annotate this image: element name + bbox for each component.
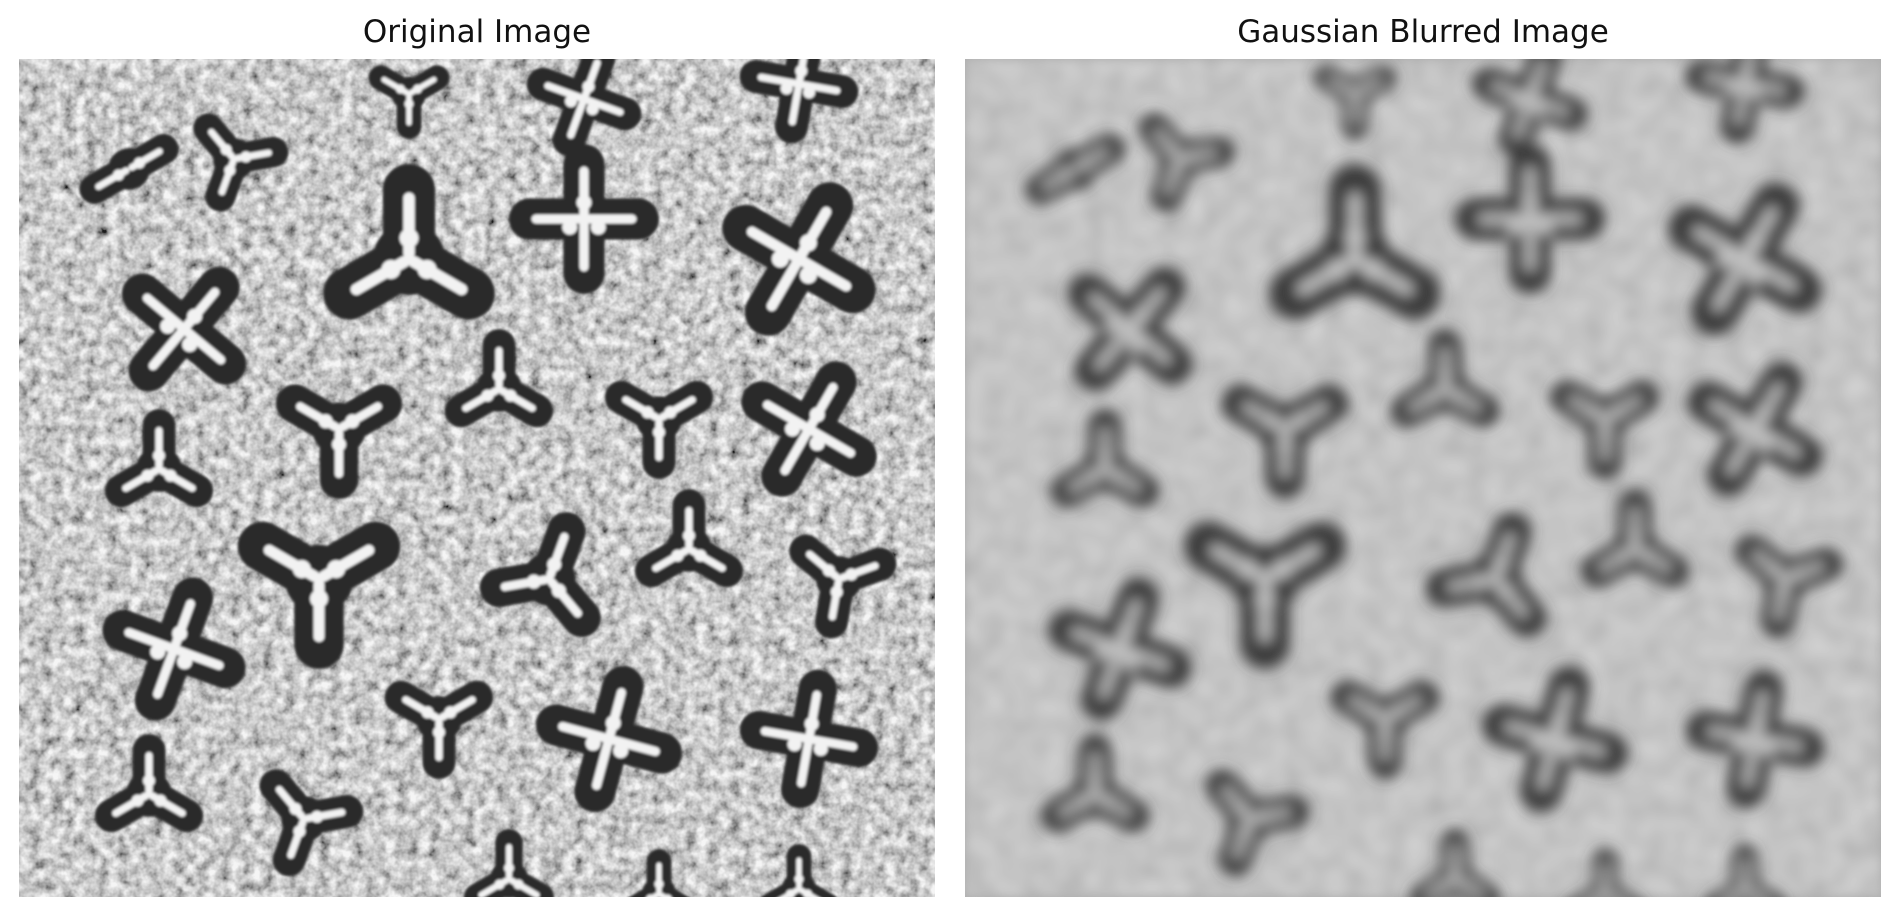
particle [618, 849, 700, 897]
particle [1139, 113, 1235, 212]
particle [634, 489, 744, 588]
particle [323, 164, 495, 320]
particle [1067, 266, 1193, 392]
particle [1580, 489, 1690, 588]
particle [741, 361, 877, 497]
particle [79, 133, 179, 205]
particle [1183, 521, 1347, 669]
particle [1409, 829, 1501, 897]
blurred-image-canvas [965, 59, 1881, 897]
particle [94, 734, 204, 833]
particle [1455, 144, 1605, 294]
particle [1550, 380, 1660, 479]
particle [104, 409, 214, 508]
particle [1050, 409, 1160, 508]
particle [1314, 65, 1396, 139]
particle [1040, 734, 1150, 833]
original-image-canvas [19, 59, 935, 897]
blurred-image [965, 59, 1881, 897]
particle [1668, 182, 1822, 336]
particle [1685, 59, 1805, 144]
particle [1564, 849, 1646, 897]
particle [121, 266, 247, 392]
particle [1481, 665, 1629, 813]
particle [758, 844, 840, 897]
particles-group [79, 59, 897, 897]
particle [1269, 164, 1441, 320]
particle [526, 59, 642, 157]
particle [384, 680, 494, 779]
particle [739, 59, 859, 144]
particle [789, 534, 897, 639]
particle [102, 577, 246, 721]
particle [1425, 512, 1547, 638]
particle [463, 829, 555, 897]
original-image-panel: Original Image [19, 0, 935, 915]
particle [739, 669, 879, 809]
particle [1025, 133, 1125, 205]
particle [275, 384, 403, 499]
particle [479, 512, 601, 638]
particle [604, 380, 714, 479]
particle [1048, 577, 1192, 721]
particle [1704, 844, 1786, 897]
particle [1685, 669, 1825, 809]
particle [1330, 680, 1440, 779]
particle [444, 329, 554, 428]
original-image-title: Original Image [362, 14, 592, 50]
particle [237, 521, 401, 669]
particle [1472, 59, 1588, 157]
blurred-image-panel: Gaussian Blurred Image [965, 0, 1881, 915]
blurred-image-title: Gaussian Blurred Image [1237, 14, 1609, 50]
particle [509, 144, 659, 294]
particle [1687, 361, 1823, 497]
particles-group [1025, 59, 1843, 897]
particle [368, 65, 450, 139]
particle [1221, 384, 1349, 499]
particle [1205, 769, 1310, 877]
particle [1390, 329, 1500, 428]
particle [1735, 534, 1843, 639]
particle [259, 769, 364, 877]
particle [535, 665, 683, 813]
original-image [19, 59, 935, 897]
particle [722, 182, 876, 336]
particle [193, 113, 289, 212]
